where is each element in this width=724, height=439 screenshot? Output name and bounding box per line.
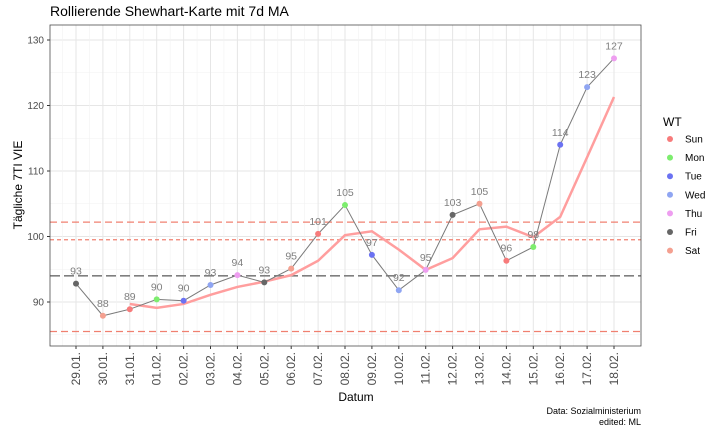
x-tick-label: 16.02.	[553, 352, 567, 385]
x-tick-label: 04.02.	[230, 352, 244, 385]
series: 93 88 89 90 90 93 94 93 95 101 105 97 92 95 103 105 96 98…	[70, 40, 623, 319]
data-label: 101	[309, 216, 327, 228]
x-tick-label: 03.02.	[204, 352, 218, 385]
data-label: 105	[471, 186, 489, 198]
data-point	[584, 84, 591, 91]
data-label: 89	[124, 291, 136, 303]
data-point	[422, 266, 429, 273]
x-tick-label: 01.02.	[150, 352, 164, 385]
data-label: 93	[70, 266, 82, 278]
x-tick-label: 31.01.	[123, 352, 137, 385]
ma-line	[129, 96, 616, 310]
axes: 90 100 110 120 130 29.01. 30.01. 31.01. 01.02. 02…	[27, 24, 642, 385]
data-label: 95	[420, 252, 432, 264]
data-point	[288, 265, 295, 272]
legend-label: Fri	[685, 228, 697, 239]
data-point	[611, 55, 617, 62]
data-point	[73, 280, 79, 287]
data-point	[530, 243, 537, 250]
y-tick-label: 100	[27, 232, 44, 243]
data-label: 127	[605, 40, 623, 52]
data-point	[126, 306, 133, 313]
x-tick-label: 30.01.	[96, 352, 110, 385]
data-point	[207, 281, 214, 288]
y-tick-label: 110	[28, 167, 44, 178]
x-tick-label: 11.02.	[419, 352, 433, 384]
x-tick-label: 13.02.	[473, 352, 487, 385]
data-label: 88	[97, 298, 109, 310]
data-point	[234, 272, 241, 279]
data-label: 95	[285, 251, 297, 263]
legend-label: Sun	[685, 135, 703, 146]
x-tick-label: 12.02.	[446, 352, 460, 385]
data-label: 92	[393, 272, 405, 284]
caption-source: Data: Sozialministerium	[546, 406, 641, 416]
x-tick-label: 10.02.	[392, 352, 406, 385]
x-tick-label: 06.02.	[284, 352, 298, 385]
x-tick-label: 15.02.	[526, 352, 540, 385]
data-point	[261, 279, 268, 286]
x-tick-label: 02.02.	[177, 352, 191, 385]
legend-key-sat	[667, 247, 673, 254]
x-tick-label: 29.01.	[69, 352, 83, 385]
data-point	[368, 251, 375, 258]
data-point	[342, 202, 348, 209]
data-label: 103	[444, 197, 462, 209]
data-point	[99, 312, 106, 319]
legend-key-tue	[667, 173, 673, 180]
y-tick-label: 90	[33, 298, 45, 309]
legend-label: Sat	[685, 246, 700, 257]
chart-title: Rollierende Shewhart-Karte mit 7d MA	[50, 3, 290, 19]
legend-label: Tue	[685, 172, 702, 183]
data-label: 97	[366, 237, 378, 249]
caption-editor: edited: ML	[599, 417, 641, 427]
data-point	[153, 296, 160, 303]
legend-title: WT	[663, 115, 682, 129]
data-point	[449, 211, 456, 218]
data-label: 96	[501, 243, 513, 255]
legend-label: Mon	[685, 153, 704, 164]
legend-key-sun	[667, 136, 673, 142]
x-axis-label: Datum	[338, 390, 373, 404]
legend-label: Wed	[685, 190, 705, 201]
x-tick-label: 05.02.	[257, 352, 271, 385]
grid	[50, 25, 641, 346]
x-tick-label: 09.02.	[365, 352, 379, 385]
data-label: 93	[205, 267, 217, 279]
data-label: 90	[178, 283, 190, 295]
data-label: 123	[578, 69, 596, 81]
legend: WT Sun Mon Tue Wed Thu Fri Sat	[663, 115, 705, 257]
data-point	[557, 141, 564, 148]
x-tick-label: 18.02.	[607, 352, 621, 385]
x-tick-label: 08.02.	[338, 352, 352, 385]
data-point	[315, 230, 322, 237]
legend-label: Thu	[685, 209, 702, 220]
legend-key-wed	[667, 191, 673, 198]
y-axis-label: Tägliche 7TI VIE	[11, 141, 25, 230]
legend-key-mon	[667, 154, 673, 161]
x-tick-label: 14.02.	[499, 352, 513, 385]
y-tick-label: 120	[27, 101, 44, 112]
y-tick-label: 130	[27, 36, 44, 47]
data-label: 98	[527, 229, 539, 241]
data-point	[180, 297, 187, 304]
data-label: 114	[552, 127, 569, 139]
data-label: 90	[151, 281, 163, 293]
x-tick-label: 17.02.	[580, 352, 594, 385]
data-label: 93	[258, 264, 270, 276]
data-point	[395, 287, 402, 294]
data-point	[503, 257, 510, 264]
reference-lines	[50, 221, 641, 333]
x-tick-label: 07.02.	[311, 352, 325, 385]
legend-key-fri	[667, 229, 673, 235]
data-label: 94	[232, 257, 244, 269]
panel-border	[49, 24, 642, 347]
data-point	[476, 200, 483, 207]
data-label: 105	[336, 187, 354, 199]
legend-key-thu	[667, 210, 673, 217]
